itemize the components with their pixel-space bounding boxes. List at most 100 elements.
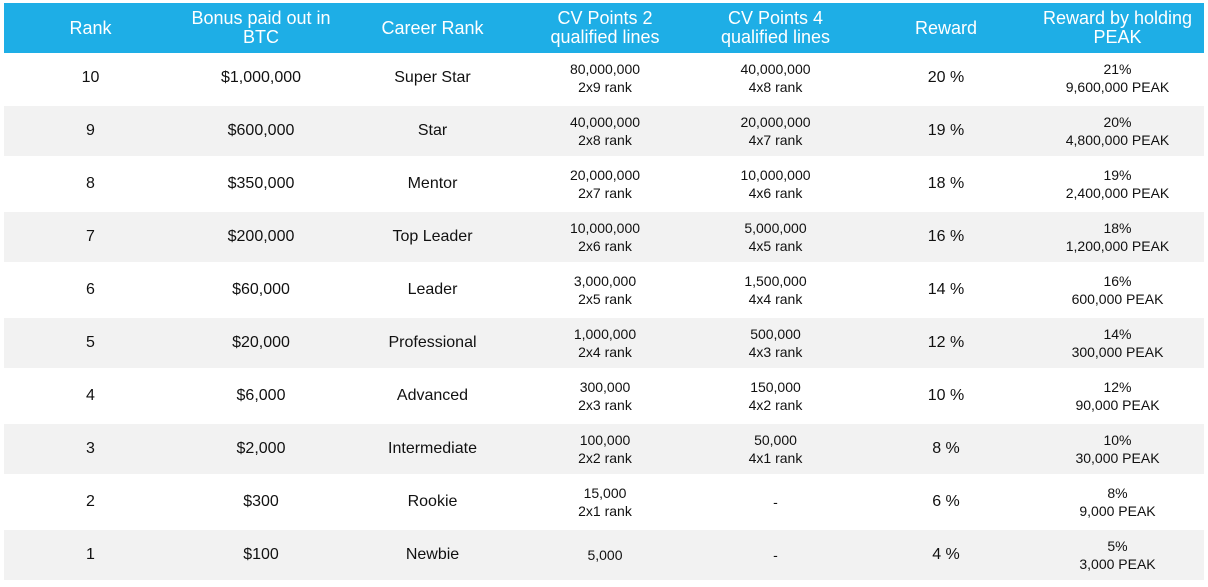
cv-points-2-cell-line: 2x8 rank	[578, 132, 632, 148]
cv-points-4-cell-line: -	[773, 494, 778, 510]
cv-points-4-cell-line: 4x1 rank	[748, 450, 803, 466]
cv-points-2-cell-line: 2x1 rank	[578, 503, 632, 519]
rank-cell: 3	[4, 424, 177, 474]
bonus-cell: $60,000	[177, 265, 345, 315]
bonus-cell: $350,000	[177, 159, 345, 209]
reward-by-holding-cell: 16% 600,000 PEAK	[1031, 265, 1204, 315]
reward-by-holding-cell: 20% 4,800,000 PEAK	[1031, 106, 1204, 156]
reward-by-holding-cell-line: 10%	[1103, 432, 1132, 448]
reward-by-holding-cell-line: 9,600,000 PEAK	[1065, 79, 1170, 95]
cv-points-2-cell: 100,000 2x2 rank	[520, 424, 690, 474]
career-rank-cell-line: Professional	[388, 334, 477, 351]
reward-by-holding-cell: 18% 1,200,000 PEAK	[1031, 212, 1204, 262]
reward-cell: 12 %	[861, 318, 1031, 368]
cv-points-4-cell: 5,000,000 4x5 rank	[690, 212, 861, 262]
cv-points-2-cell-line: 2x4 rank	[578, 344, 632, 360]
table-row: 3 $2,000 Intermediate 100,000 2x2 rank 50,000…	[4, 424, 1204, 477]
cv-points-4-cell: 50,000 4x1 rank	[690, 424, 861, 474]
rank-cell-line: 2	[86, 493, 95, 510]
reward-cell-line: 8 %	[932, 440, 960, 457]
bonus-cell-line: $300	[243, 493, 279, 510]
bonus-cell-line: $6,000	[236, 387, 286, 404]
career-rank-cell: Newbie	[345, 530, 520, 580]
reward-cell: 6 %	[861, 477, 1031, 527]
reward-by-holding-cell-line: 3,000 PEAK	[1079, 556, 1156, 572]
cv-points-4-cell-line: 4x7 rank	[748, 132, 803, 148]
rank-cell: 5	[4, 318, 177, 368]
reward-cell: 18 %	[861, 159, 1031, 209]
bonus-cell: $1,000,000	[177, 53, 345, 103]
bonus-cell-line: $350,000	[227, 175, 295, 192]
table-row: 5 $20,000 Professional 1,000,000 2x4 rank 500…	[4, 318, 1204, 371]
cv-points-2-cell-line: 2x6 rank	[578, 238, 632, 254]
cv-points-2-cell: 5,000	[520, 530, 690, 580]
reward-cell-line: 12 %	[927, 334, 965, 351]
career-rank-cell-line: Intermediate	[388, 440, 477, 457]
cv-points-4-cell-line: 5,000,000	[744, 220, 807, 236]
career-rank-cell: Top Leader	[345, 212, 520, 262]
bonus-cell-line: $200,000	[227, 228, 295, 245]
career-rank-cell: Intermediate	[345, 424, 520, 474]
career-rank-cell: Professional	[345, 318, 520, 368]
cv-points-2-cell-line: 20,000,000	[569, 167, 641, 183]
reward-by-holding-cell: 21% 9,600,000 PEAK	[1031, 53, 1204, 103]
cv-points-4-cell: -	[690, 477, 861, 527]
table-row: 1 $100 Newbie 5,000 - 4 % 5% 3,000 PEAK	[4, 530, 1204, 583]
cv-points-4-cell-line: 4x8 rank	[748, 79, 803, 95]
header-reward: Reward	[914, 17, 978, 38]
header-cv-points-4-lines: CV Points 4 qualified lines	[720, 8, 831, 47]
cv-points-2-cell-line: 3,000,000	[573, 273, 637, 289]
rank-cell-line: 6	[86, 281, 95, 298]
reward-by-holding-cell: 5% 3,000 PEAK	[1031, 530, 1204, 580]
bonus-cell: $200,000	[177, 212, 345, 262]
reward-by-holding-cell-line: 14%	[1103, 326, 1132, 342]
reward-by-holding-cell: 14% 300,000 PEAK	[1031, 318, 1204, 368]
reward-cell: 4 %	[861, 530, 1031, 580]
cv-points-2-cell: 300,000 2x3 rank	[520, 371, 690, 421]
rank-cell: 7	[4, 212, 177, 262]
cv-points-4-cell-line: 500,000	[750, 326, 801, 342]
header-cv-points-2-lines: CV Points 2 qualified lines	[550, 8, 660, 47]
bonus-cell-line: $600,000	[227, 122, 295, 139]
career-rank-cell: Star	[345, 106, 520, 156]
cv-points-4-cell: 40,000,000 4x8 rank	[690, 53, 861, 103]
rank-cell: 4	[4, 371, 177, 421]
table-row: 9 $600,000 Star 40,000,000 2x8 rank 20,000,00…	[4, 106, 1204, 159]
career-rank-cell-line: Advanced	[396, 387, 469, 404]
rank-cell-line: 9	[86, 122, 95, 139]
reward-by-holding-cell: 8% 9,000 PEAK	[1031, 477, 1204, 527]
rank-cell-line: 5	[86, 334, 95, 351]
reward-cell: 14 %	[861, 265, 1031, 315]
cv-points-2-cell-line: 2x7 rank	[578, 185, 632, 201]
reward-cell: 16 %	[861, 212, 1031, 262]
rank-cell-line: 7	[86, 228, 95, 245]
cv-points-4-cell-line: 4x3 rank	[748, 344, 803, 360]
rank-cell: 9	[4, 106, 177, 156]
bonus-cell: $6,000	[177, 371, 345, 421]
reward-by-holding-cell: 12% 90,000 PEAK	[1031, 371, 1204, 421]
rank-cell: 6	[4, 265, 177, 315]
cv-points-4-cell-line: 4x4 rank	[748, 291, 803, 307]
reward-cell: 20 %	[861, 53, 1031, 103]
header-rank: Rank	[69, 17, 112, 38]
reward-by-holding-cell: 10% 30,000 PEAK	[1031, 424, 1204, 474]
cv-points-4-cell-line: 40,000,000	[740, 61, 811, 77]
reward-cell: 19 %	[861, 106, 1031, 156]
cv-points-2-cell: 15,000 2x1 rank	[520, 477, 690, 527]
career-rank-cell: Leader	[345, 265, 520, 315]
reward-cell: 8 %	[861, 424, 1031, 474]
reward-by-holding-cell-line: 1,200,000 PEAK	[1065, 238, 1170, 254]
reward-by-holding-cell-line: 18%	[1103, 220, 1132, 236]
reward-by-holding-cell-line: 90,000 PEAK	[1075, 397, 1160, 413]
cv-points-4-cell-line: 50,000	[754, 432, 797, 448]
rank-cell-line: 10	[81, 69, 100, 86]
reward-by-holding-cell: 19% 2,400,000 PEAK	[1031, 159, 1204, 209]
reward-by-holding-cell-line: 8%	[1107, 485, 1128, 501]
rank-cell-line: 8	[86, 175, 95, 192]
cv-points-2-cell: 80,000,000 2x9 rank	[520, 53, 690, 103]
reward-by-holding-cell-line: 12%	[1103, 379, 1132, 395]
rank-cell-line: 3	[86, 440, 95, 457]
rank-cell: 8	[4, 159, 177, 209]
reward-cell-line: 16 %	[927, 228, 965, 245]
table-header: Rank Bonus paid out in BTC Career Rank C…	[4, 3, 1204, 53]
